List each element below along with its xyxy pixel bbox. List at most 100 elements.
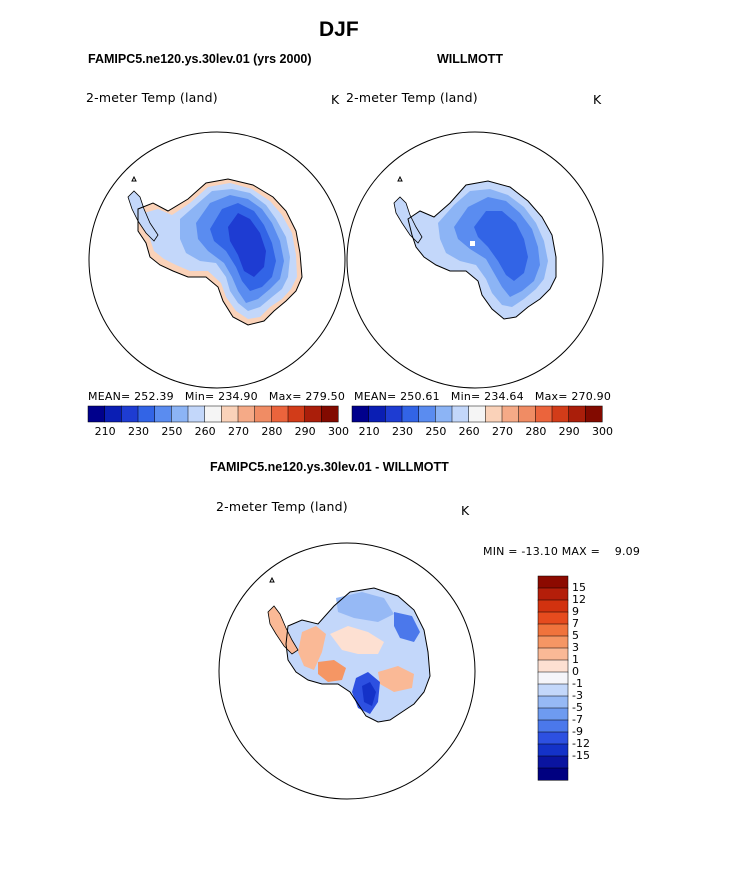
colorbar-tick-label: 230 bbox=[392, 425, 413, 438]
colorbar-swatch bbox=[537, 731, 569, 745]
colorbar-swatch bbox=[368, 405, 386, 423]
colorbar-tick-label: -5 bbox=[572, 701, 583, 714]
colorbar-tick-label: 12 bbox=[572, 593, 586, 606]
colorbar-tick-label: -12 bbox=[572, 737, 590, 750]
colorbar-swatch bbox=[518, 405, 536, 423]
colorbar-swatch bbox=[537, 707, 569, 721]
coastline bbox=[285, 587, 431, 723]
missing-cell bbox=[470, 241, 475, 246]
diff-colorbar bbox=[537, 575, 569, 781]
peninsula bbox=[127, 190, 159, 242]
island bbox=[269, 576, 275, 583]
colorbar-swatch bbox=[537, 635, 569, 649]
diff-polar-map bbox=[218, 542, 476, 800]
right-stats: MEAN= 250.61 Min= 234.64 Max= 270.90 bbox=[354, 390, 612, 403]
left-panel-title: FAMIPC5.ne120.ys.30lev.01 (yrs 2000) bbox=[88, 52, 312, 66]
colorbar-swatch bbox=[537, 611, 569, 625]
warm-patch-4 bbox=[378, 666, 414, 692]
right-panel-title: WILLMOTT bbox=[437, 52, 503, 66]
colorbar-swatch bbox=[585, 405, 603, 423]
interior-deepest-blue bbox=[228, 213, 266, 277]
island bbox=[131, 175, 137, 182]
colorbar-swatch bbox=[221, 405, 239, 423]
colorbar-swatch bbox=[537, 683, 569, 697]
colorbar-tick-label: 290 bbox=[558, 425, 580, 438]
colorbar-tick-label: -1 bbox=[572, 677, 583, 690]
left-stats: MEAN= 252.39 Min= 234.90 Max= 279.50 bbox=[88, 390, 346, 403]
colorbar-tick-label: 260 bbox=[194, 425, 216, 438]
left-units-label: K bbox=[331, 92, 340, 107]
cool-patch-2 bbox=[394, 612, 420, 642]
cool-patch-4 bbox=[362, 682, 376, 706]
colorbar-swatch bbox=[237, 405, 256, 423]
colorbar-swatch bbox=[154, 405, 172, 423]
left-polar-map bbox=[88, 131, 346, 389]
colorbar-swatch bbox=[537, 599, 569, 613]
colorbar-tick-label: 300 bbox=[328, 425, 349, 438]
colorbar-tick-label: 300 bbox=[592, 425, 613, 438]
colorbar-swatch bbox=[537, 695, 569, 709]
colorbar-swatch bbox=[351, 405, 370, 423]
colorbar-swatch bbox=[537, 587, 569, 601]
colorbar-swatch bbox=[537, 719, 569, 733]
right-colorbar-ticks: 210 230 250 260 270 280 290 300 bbox=[352, 425, 613, 439]
colorbar-tick-label: -7 bbox=[572, 713, 583, 726]
colorbar-swatch bbox=[568, 405, 586, 423]
diff-stats: MIN = -13.10 MAX = 9.09 bbox=[483, 545, 641, 558]
colorbar-swatch bbox=[451, 405, 470, 423]
peninsula bbox=[267, 605, 299, 655]
colorbar-swatch bbox=[435, 405, 453, 423]
colorbar-swatch bbox=[537, 647, 569, 661]
colorbar-swatch bbox=[204, 405, 222, 423]
colorbar-tick-label: 5 bbox=[572, 629, 579, 642]
colorbar-tick-label: 280 bbox=[525, 425, 547, 438]
colorbar-tick-label: 7 bbox=[572, 617, 579, 630]
left-variable-label: 2-meter Temp (land) bbox=[86, 90, 218, 105]
colorbar-swatch bbox=[537, 623, 569, 637]
colorbar-swatch bbox=[401, 405, 420, 423]
colorbar-swatch bbox=[254, 405, 272, 423]
coastline bbox=[137, 178, 303, 326]
colorbar-swatch bbox=[537, 659, 569, 673]
colorbar-swatch bbox=[271, 405, 289, 423]
coastline bbox=[407, 180, 557, 320]
colorbar-tick-label: 3 bbox=[572, 641, 579, 654]
colorbar-tick-label: 9 bbox=[572, 605, 579, 618]
colorbar-swatch bbox=[537, 767, 569, 781]
colorbar-swatch bbox=[171, 405, 189, 423]
colorbar-tick-label: 260 bbox=[458, 425, 480, 438]
colorbar-swatch bbox=[501, 405, 520, 423]
warm-patch-2 bbox=[330, 626, 384, 654]
colorbar-swatch bbox=[537, 755, 569, 769]
colorbar-tick-label: 210 bbox=[94, 425, 116, 438]
warm-patch-1 bbox=[298, 626, 326, 670]
cool-patch-1 bbox=[336, 592, 394, 622]
diff-units-label: K bbox=[461, 503, 470, 518]
colorbar-swatch bbox=[535, 405, 553, 423]
colorbar-tick-label: 230 bbox=[128, 425, 149, 438]
diff-colorbar-ticks: 15 12 9 7 5 3 1 0 -1 -3 -5 -7 -9 -12 -15 bbox=[572, 576, 612, 780]
colorbar-tick-label: 270 bbox=[492, 425, 513, 438]
colorbar-tick-label: 0 bbox=[572, 665, 579, 678]
colorbar-tick-label: 290 bbox=[294, 425, 316, 438]
colorbar-swatch bbox=[418, 405, 436, 423]
colorbar-swatch bbox=[137, 405, 156, 423]
colorbar-tick-label: 210 bbox=[358, 425, 380, 438]
colorbar-swatch bbox=[385, 405, 403, 423]
colorbar-swatch bbox=[104, 405, 122, 423]
island bbox=[397, 175, 403, 182]
right-variable-label: 2-meter Temp (land) bbox=[346, 90, 478, 105]
colorbar-tick-label: 270 bbox=[228, 425, 249, 438]
colorbar-tick-label: -3 bbox=[572, 689, 583, 702]
colorbar-swatch bbox=[485, 405, 503, 423]
colorbar-swatch bbox=[187, 405, 206, 423]
left-colorbar bbox=[87, 405, 339, 423]
right-polar-map bbox=[346, 131, 604, 389]
colorbar-swatch bbox=[87, 405, 106, 423]
colorbar-swatch bbox=[537, 575, 569, 589]
colorbar-tick-label: 250 bbox=[425, 425, 447, 438]
colorbar-swatch bbox=[537, 671, 569, 685]
colorbar-swatch bbox=[321, 405, 339, 423]
colorbar-swatch bbox=[304, 405, 322, 423]
colorbar-tick-label: 250 bbox=[161, 425, 183, 438]
